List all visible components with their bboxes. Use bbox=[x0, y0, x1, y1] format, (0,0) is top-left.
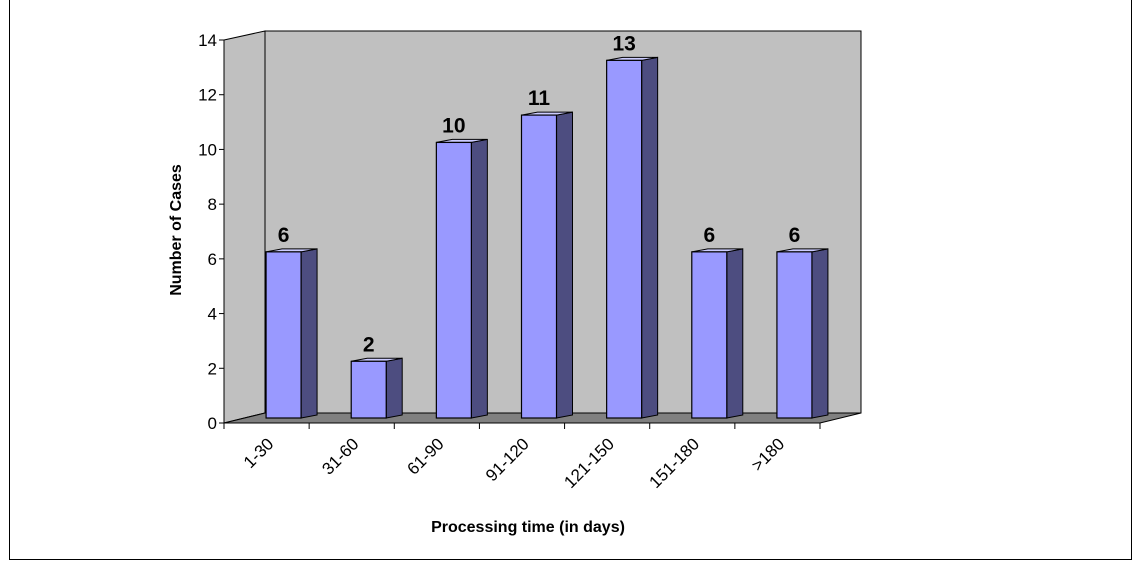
x-tick-label: 91-120 bbox=[482, 434, 533, 485]
y-tick-label: 8 bbox=[208, 195, 217, 214]
data-labels: 6 2 10 11 13 6 6 bbox=[278, 32, 801, 356]
x-axis-title: Processing time (in days) bbox=[431, 519, 625, 536]
x-tick-label: 31-60 bbox=[318, 434, 362, 478]
x-tick-label: 151-180 bbox=[646, 434, 704, 492]
bar bbox=[350, 360, 387, 419]
bar-side bbox=[300, 248, 318, 419]
bar bbox=[606, 59, 643, 419]
y-tick-label: 14 bbox=[198, 31, 217, 50]
bar bbox=[265, 251, 302, 419]
bar bbox=[776, 251, 813, 419]
bar-side bbox=[556, 111, 573, 419]
y-tick-label: 6 bbox=[208, 250, 217, 269]
data-label: 6 bbox=[278, 224, 290, 247]
x-tick-label: 1-30 bbox=[240, 434, 277, 471]
data-label: 6 bbox=[703, 224, 715, 247]
y-tick-label: 4 bbox=[208, 305, 217, 324]
bars bbox=[265, 56, 829, 419]
bar bbox=[520, 114, 558, 419]
bar-side bbox=[470, 138, 488, 419]
y-tick-label: 12 bbox=[198, 86, 217, 105]
data-label: 11 bbox=[528, 87, 551, 110]
y-axis-title: Number of Cases bbox=[168, 164, 185, 296]
y-tick-label: 2 bbox=[208, 359, 217, 378]
bar-side bbox=[726, 248, 744, 419]
data-label: 6 bbox=[789, 224, 801, 247]
bar-side bbox=[385, 357, 403, 419]
data-label: 13 bbox=[612, 32, 635, 55]
x-tick-label: 61-90 bbox=[404, 434, 448, 478]
bar bbox=[435, 141, 472, 419]
bar bbox=[691, 251, 728, 419]
y-tick-label: 10 bbox=[198, 140, 217, 159]
data-label: 2 bbox=[363, 333, 375, 356]
side-wall bbox=[223, 30, 266, 424]
x-tick-label: >180 bbox=[748, 434, 789, 475]
bar-chart: 0 2 4 6 8 10 12 14 1-30 31-60 61-90 91-120 121-150 15… bbox=[168, 30, 862, 536]
x-tick-label: 121-150 bbox=[560, 434, 618, 492]
data-label: 10 bbox=[442, 114, 465, 137]
y-tick-label: 0 bbox=[208, 414, 217, 433]
chart-frame: 0 2 4 6 8 10 12 14 1-30 31-60 61-90 91-120 121-150 15… bbox=[9, 0, 1132, 560]
bar-side bbox=[641, 56, 659, 419]
bar-side bbox=[811, 248, 829, 419]
